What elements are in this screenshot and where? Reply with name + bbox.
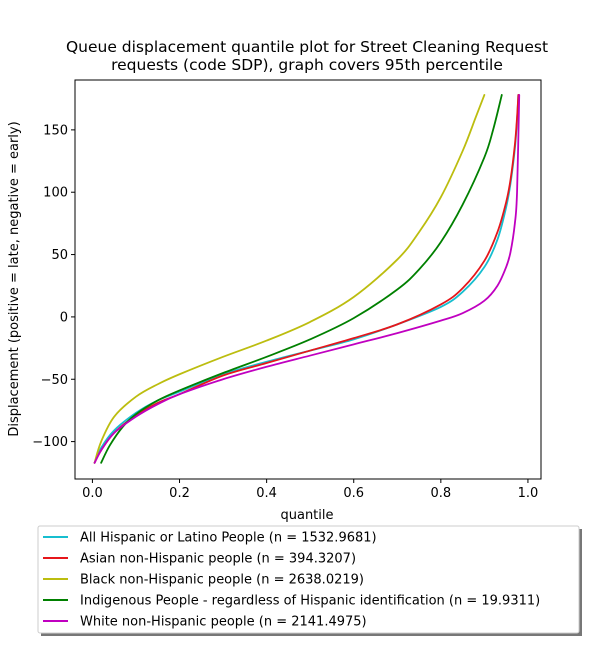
x-tick-label: 0.4 bbox=[256, 486, 277, 501]
y-axis-label: Displacement (positive = late, negative … bbox=[7, 121, 22, 436]
legend-label: Black non-Hispanic people (n = 2638.0219… bbox=[80, 573, 364, 588]
y-tick-label: 100 bbox=[43, 186, 68, 201]
plot-frame bbox=[74, 79, 542, 480]
y-tick-label: −50 bbox=[41, 373, 68, 388]
chart-title-line-1: Queue displacement quantile plot for Str… bbox=[66, 38, 548, 56]
legend-label: All Hispanic or Latino People (n = 1532.… bbox=[80, 531, 377, 546]
x-tick-label: 0.2 bbox=[169, 486, 190, 501]
x-axis: 0.0 0.2 0.4 0.6 0.8 1.0 bbox=[82, 479, 538, 501]
legend-label: Indigenous People - regardless of Hispan… bbox=[80, 594, 540, 609]
series-line-4 bbox=[100, 94, 503, 464]
series-lines bbox=[93, 94, 521, 464]
x-tick-label: 0.6 bbox=[343, 486, 364, 501]
y-tick-label: 50 bbox=[51, 248, 68, 263]
x-axis-label: quantile bbox=[280, 508, 333, 523]
y-axis: −100 −50 0 50 100 150 bbox=[32, 123, 75, 450]
x-tick-label: 0.8 bbox=[430, 486, 451, 501]
series-line-2 bbox=[93, 94, 520, 464]
series-line-1 bbox=[93, 94, 520, 464]
x-tick-label: 0.0 bbox=[82, 486, 103, 501]
y-tick-label: 0 bbox=[60, 310, 68, 325]
legend: All Hispanic or Latino People (n = 1532.… bbox=[37, 525, 582, 636]
chart-title-line-2: requests (code SDP), graph covers 95th p… bbox=[111, 56, 503, 74]
x-tick-label: 1.0 bbox=[518, 486, 539, 501]
legend-label: White non-Hispanic people (n = 2141.4975… bbox=[80, 615, 367, 630]
legend-box bbox=[37, 525, 580, 634]
y-tick-label: 150 bbox=[43, 123, 68, 138]
y-tick-label: −100 bbox=[32, 435, 68, 450]
chart-title: Queue displacement quantile plot for Str… bbox=[66, 38, 548, 74]
series-line-3 bbox=[93, 94, 486, 464]
legend-label: Asian non-Hispanic people (n = 394.3207) bbox=[80, 552, 356, 567]
series-line-5 bbox=[93, 94, 521, 464]
